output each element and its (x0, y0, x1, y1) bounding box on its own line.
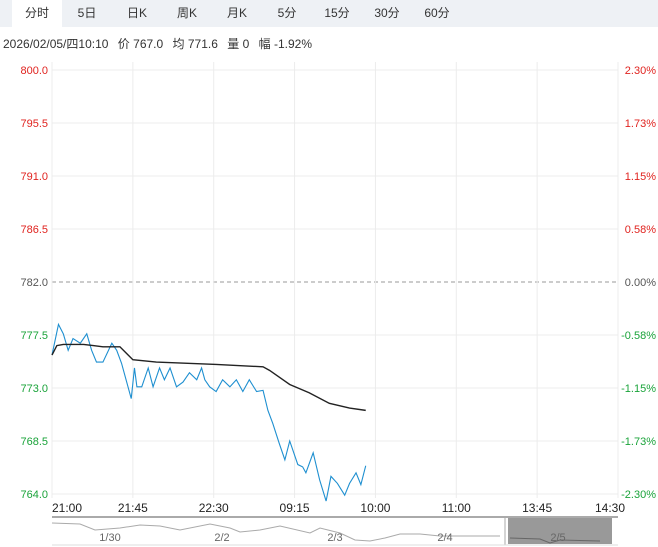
price-line (51, 322, 367, 502)
tab-4[interactable]: 月K (226, 6, 247, 20)
y-tick-label: 777.5 (20, 330, 48, 342)
pct-tick-label: -0.58% (621, 330, 656, 342)
avg-line (51, 343, 366, 412)
pct-tick-label: -1.15% (621, 383, 656, 395)
tab-0[interactable]: 分时 (12, 0, 62, 27)
tab-2[interactable]: 日K (126, 6, 147, 20)
y-tick-label: 786.5 (20, 224, 48, 236)
price-value: 767.0 (133, 37, 164, 51)
pct-tick-label: -1.73% (621, 436, 656, 448)
x-tick-label: 22:30 (199, 501, 229, 515)
navigator-line (51, 522, 500, 542)
y-tick-label: 795.5 (20, 118, 48, 130)
chg-label: 幅 (258, 37, 271, 51)
navigator-date-label: 1/30 (99, 532, 120, 544)
pct-tick-label: 2.30% (625, 65, 656, 77)
tab-7[interactable]: 30分 (374, 6, 400, 20)
navigator-date-label: 2/4 (437, 532, 452, 544)
navigator-date-label: 2/5 (550, 532, 565, 544)
tab-6[interactable]: 15分 (324, 6, 350, 20)
vol-label: 量 (227, 37, 240, 51)
y-tick-label: 764.0 (20, 489, 48, 501)
tab-8[interactable]: 60分 (424, 6, 450, 20)
tab-3[interactable]: 周K (176, 6, 197, 20)
navigator-line-selected (509, 537, 601, 544)
pct-tick-label: 1.73% (625, 118, 656, 130)
navigator-date-label: 2/3 (327, 532, 342, 544)
y-tick-label: 791.0 (20, 171, 48, 183)
info-datetime: 2026/02/05/四10:10 (3, 37, 109, 51)
x-tick-label: 21:45 (118, 501, 148, 515)
pct-tick-label: -2.30% (621, 489, 656, 501)
pct-tick-label: 1.15% (625, 171, 656, 183)
price-label: 价 (117, 37, 130, 51)
pct-tick-label: 0.58% (625, 224, 656, 236)
period-tabs: 分时 5日 日K 周K 月K 5分 15分 30分 60分 (0, 0, 658, 27)
x-tick-label: 21:00 (52, 501, 82, 515)
y-tick-label: 773.0 (20, 383, 48, 395)
y-tick-label: 768.5 (20, 436, 48, 448)
x-tick-label: 14:30 (595, 501, 625, 515)
avg-label: 均 (172, 37, 185, 51)
x-tick-label: 09:15 (280, 501, 310, 515)
vol-value: 0 (242, 37, 250, 51)
x-tick-label: 13:45 (522, 501, 552, 515)
y-tick-label: 782.0 (20, 277, 48, 289)
x-tick-label: 10:00 (360, 501, 390, 515)
pct-tick-label: 0.00% (625, 277, 656, 289)
navigator-date-label: 2/2 (214, 532, 229, 544)
tab-1[interactable]: 5日 (77, 6, 97, 20)
tab-5[interactable]: 5分 (277, 6, 297, 20)
quote-info: 2026/02/05/四10:10 价 767.0 均 771.6 量 0 幅 … (3, 35, 318, 52)
chg-value: -1.92% (274, 37, 313, 51)
x-tick-label: 11:00 (442, 501, 471, 515)
y-tick-label: 800.0 (20, 65, 48, 77)
avg-value: 771.6 (187, 37, 218, 51)
